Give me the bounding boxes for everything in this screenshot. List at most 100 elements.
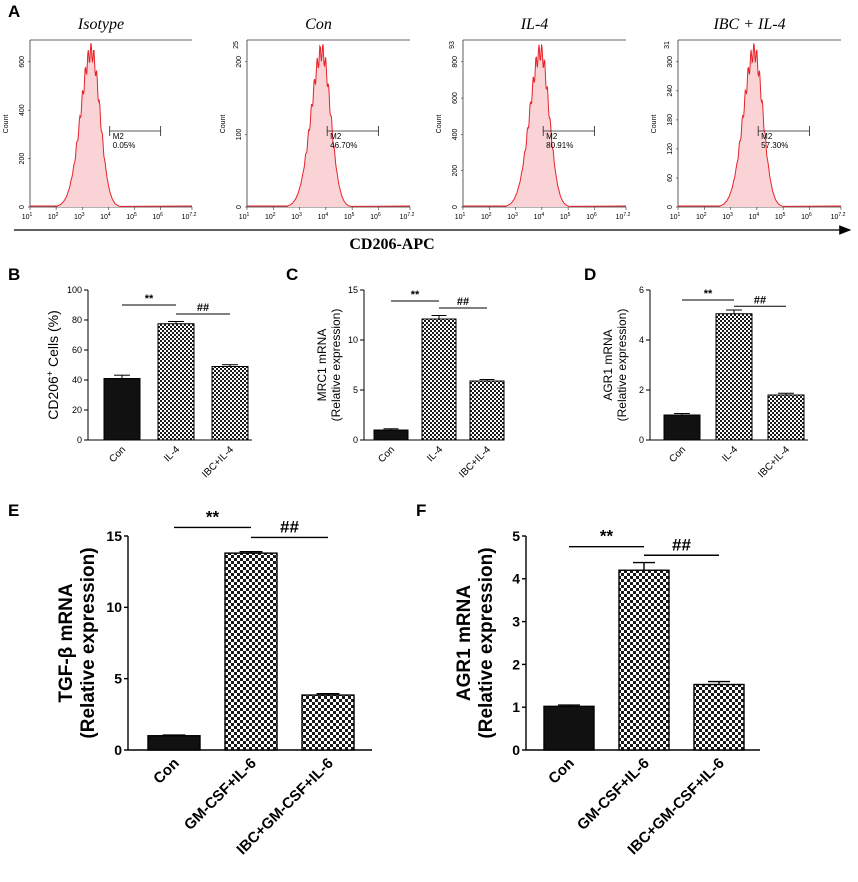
flow-x-tick-label: 104 — [534, 212, 545, 221]
flow-x-tick-label: 105 — [560, 212, 571, 221]
y-tick-label: 10 — [348, 335, 358, 345]
bar — [767, 394, 805, 441]
flow-y-label: Count — [220, 115, 227, 134]
y-axis-label-line: (Relative expression) — [329, 309, 343, 422]
flow-x-tick-label: 106 — [370, 212, 381, 221]
y-tick-label: 20 — [72, 405, 82, 415]
significance-label: ** — [600, 527, 614, 546]
y-tick-label: 15 — [106, 528, 122, 544]
flow-y-tick-label: 0 — [236, 205, 243, 209]
flow-x-tick-label: 105 — [126, 212, 137, 221]
flow-title: Isotype — [77, 16, 124, 33]
flow-x-tick-exp: 4 — [756, 212, 759, 218]
gate-label: M2 — [330, 132, 342, 141]
y-axis-label-line: AGR1 mRNA — [601, 329, 615, 400]
category-label: Con — [545, 755, 578, 788]
flow-x-tick-label: 103 — [722, 212, 733, 221]
category-label: Con — [667, 444, 688, 465]
flow-histogram-line — [463, 44, 627, 207]
flow-x-tick-label: 102 — [696, 212, 707, 221]
flow-x-tick-exp: 6 — [160, 212, 163, 218]
bar — [663, 414, 701, 441]
flow-x-tick-exp: 6 — [809, 212, 812, 218]
y-axis-label-line: TGF-β mRNA — [56, 583, 77, 703]
bar — [693, 683, 745, 751]
y-tick-label: 0 — [639, 435, 644, 445]
flow-x-tick-exp: 4 — [108, 212, 111, 218]
flow-histogram-fill — [720, 43, 784, 208]
flow-x-tick-exp: 4 — [325, 212, 328, 218]
gate-percent: 0.05% — [113, 141, 136, 150]
y-tick-label: 40 — [72, 375, 82, 385]
y-tick-label: 5 — [114, 671, 122, 687]
bar — [211, 366, 249, 441]
bar-chart-f: 0 1 2 3 4 5 AGR1 mRNA (Relative expression) ConG… — [454, 527, 760, 858]
category-label: IL-4 — [162, 444, 182, 464]
flow-x-tick-label: 105 — [775, 212, 786, 221]
y-tick-label: 10 — [106, 599, 122, 615]
y-axis-label-line: MRC1 mRNA — [315, 329, 329, 402]
gate-percent: 46.70% — [330, 141, 357, 150]
flow-histogram-line — [247, 44, 411, 207]
y-tick-label: 0 — [512, 742, 520, 758]
flow-x-tick-exp: 3 — [299, 212, 302, 218]
flow-y-label: Count — [436, 115, 443, 134]
y-tick-label: 3 — [512, 614, 520, 630]
flow-y-tick-label: 200 — [452, 165, 459, 177]
flow-title: IBC + IL-4 — [712, 16, 785, 33]
panel-letter-f: F — [416, 501, 426, 520]
flow-y-label: Count — [651, 115, 658, 134]
flow-y-tick-label: 200 — [236, 56, 243, 68]
flow-x-tick-exp: 7.2 — [189, 212, 196, 218]
flow-x-tick-label: 104 — [318, 212, 329, 221]
category-label: Con — [150, 755, 183, 788]
significance-label: ** — [206, 507, 220, 526]
cd206-axis-label: CD206-APC — [349, 236, 434, 253]
flow-x-tick-label: 101 — [239, 212, 250, 221]
bar — [543, 705, 595, 751]
flow-x-tick-exp: 3 — [730, 212, 733, 218]
flow-x-tick-label: 102 — [481, 212, 492, 221]
flow-x-tick-label: 102 — [48, 212, 59, 221]
bar — [147, 735, 201, 751]
significance-label: ## — [197, 302, 209, 314]
significance-label: ** — [704, 288, 713, 300]
flow-y-tick-label: 120 — [667, 143, 674, 155]
significance-label: ## — [672, 535, 691, 554]
flow-y-tick-label: 180 — [667, 114, 674, 126]
flow-histogram-0: Isotype Count 0 200 400 600 101 102 103 104 105 106… — [3, 16, 197, 221]
flow-histogram-fill — [287, 44, 351, 208]
bar — [373, 429, 409, 441]
flow-y-tick-label: 0 — [667, 205, 674, 209]
bar — [224, 552, 278, 751]
flow-x-tick-exp: 7.2 — [407, 212, 414, 218]
panel-letter-a: A — [8, 2, 20, 21]
category-label: IBC+IL-4 — [756, 444, 792, 480]
flow-y-tick-label: 400 — [452, 128, 459, 140]
bar — [715, 313, 753, 441]
flow-x-tick-exp: 1 — [247, 212, 250, 218]
flow-y-tick-label: 400 — [19, 104, 26, 116]
y-axis-label-part: Cells (%) — [45, 310, 61, 371]
gate-percent: 80.91% — [546, 141, 573, 150]
bar — [301, 694, 355, 751]
y-axis-label-sup: + — [45, 371, 55, 376]
category-label: Con — [376, 444, 397, 465]
y-tick-label: 4 — [512, 571, 520, 587]
y-tick-label: 0 — [77, 435, 82, 445]
flow-y-tick-label: 800 — [452, 56, 459, 68]
flow-x-tick-label: 106 — [586, 212, 597, 221]
y-tick-label: 15 — [348, 285, 358, 295]
flow-histogram-2: IL-4 Count 0 200 400 600 800 93 101 102 103 104 105 1… — [436, 16, 631, 221]
bar — [157, 323, 195, 441]
y-tick-label: 1 — [512, 699, 520, 715]
gate-label: M2 — [113, 132, 125, 141]
y-tick-label: 2 — [512, 656, 520, 672]
flow-y-tick-label: 600 — [452, 92, 459, 104]
flow-y-tick-label: 0 — [19, 205, 26, 209]
category-label: IL-4 — [425, 444, 445, 464]
flow-x-tick-exp: 5 — [783, 212, 786, 218]
flow-histogram-fill — [57, 43, 121, 208]
